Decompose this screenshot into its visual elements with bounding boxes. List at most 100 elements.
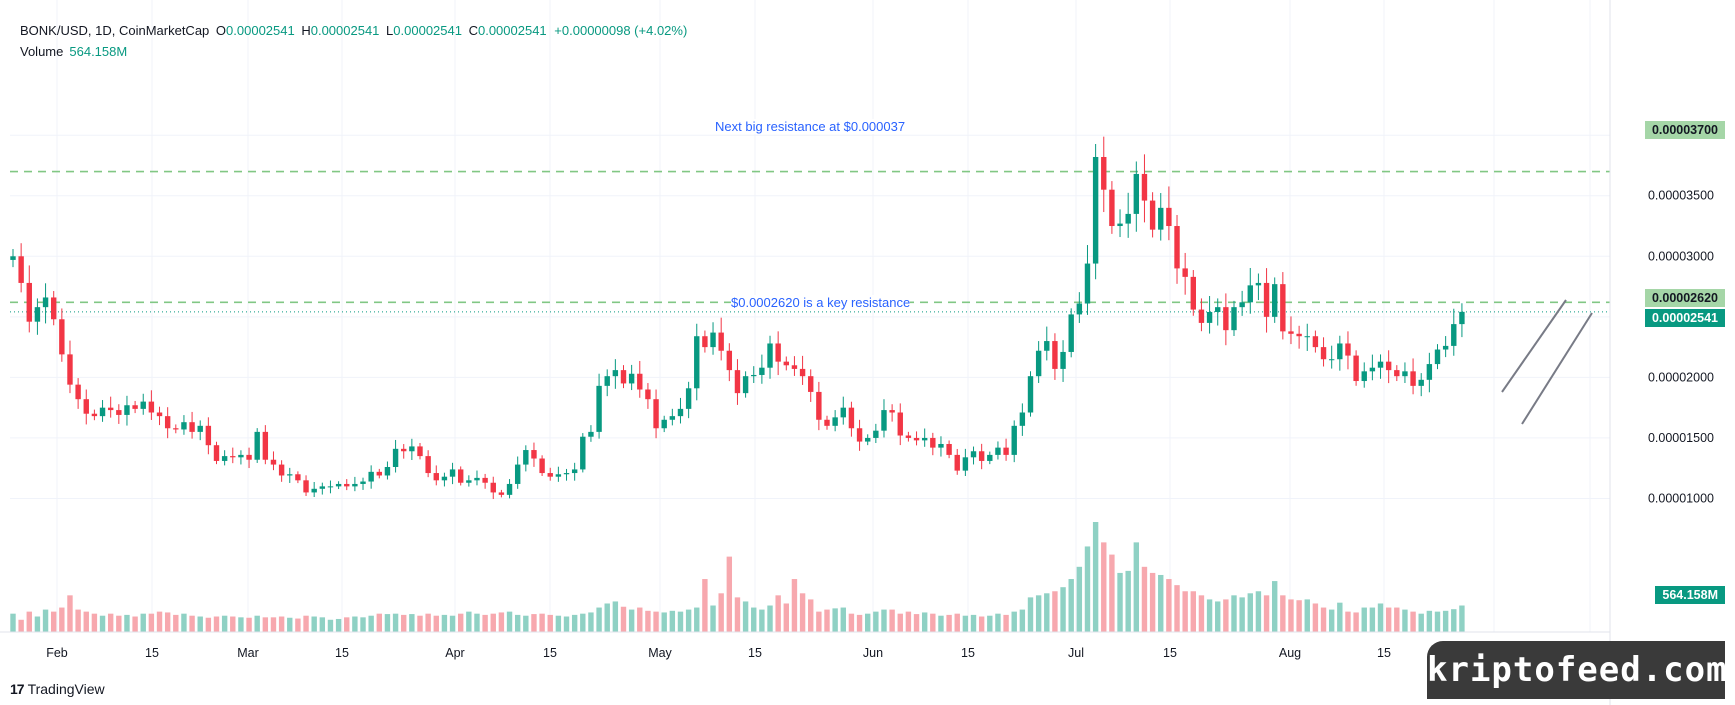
candle-body (1280, 284, 1286, 332)
ascending-channel (1501, 299, 1593, 425)
time-tick-label: Mar (237, 646, 259, 660)
candle-body (808, 376, 814, 392)
volume-row: Volume 564.158M (20, 41, 687, 62)
candle-body (848, 407, 855, 429)
candle-body (1426, 364, 1433, 380)
volume-bar (694, 607, 700, 632)
candle-body (1109, 189, 1115, 227)
volume-bar (409, 614, 415, 632)
candle-body (1377, 361, 1384, 368)
volume-bar (1003, 614, 1009, 632)
volume-bar (759, 609, 765, 632)
candle-body (1068, 314, 1074, 352)
volume-bar (254, 615, 260, 632)
candle-body (1385, 361, 1392, 371)
tradingview-logo-icon: 17 (10, 681, 25, 697)
candle-body (99, 407, 106, 417)
volume-bar (1345, 611, 1351, 632)
volume-bar (164, 612, 171, 632)
ohlc-row: BONK/USD, 1D, CoinMarketCap O0.00002541 … (20, 23, 688, 38)
candle-body (1076, 303, 1083, 315)
volume-bar (840, 607, 846, 632)
volume-bar (401, 614, 407, 632)
symbol-info[interactable]: BONK/USD, 1D, CoinMarketCap (20, 23, 210, 38)
candle-body (140, 401, 146, 409)
volume-bar (376, 613, 382, 632)
volume-bar (1434, 611, 1441, 632)
volume-bar (327, 619, 334, 632)
candle-body (1418, 379, 1424, 386)
volume-bar (482, 614, 488, 632)
volume-label[interactable]: Volume (20, 44, 64, 59)
candle-body (734, 370, 741, 394)
candle-body (181, 422, 187, 430)
candle-body (458, 469, 464, 483)
candle-body (230, 456, 236, 458)
volume-bar (612, 601, 619, 632)
volume-bar (1215, 601, 1221, 632)
candle-body (1442, 345, 1449, 350)
volume-bar (848, 613, 855, 632)
candle-body (628, 373, 635, 384)
volume-bar (189, 615, 195, 632)
candle-body (1060, 351, 1066, 369)
volume-bar (490, 613, 496, 632)
candle-body (213, 445, 220, 461)
candle-body (327, 486, 334, 488)
volume-bar (417, 615, 423, 632)
volume-bar (1402, 609, 1408, 632)
volume-bar (498, 612, 505, 632)
candle-body (1410, 371, 1416, 386)
time-tick-label: May (648, 646, 672, 660)
candle-body (1263, 282, 1270, 317)
volume-bar (311, 616, 317, 632)
candle-body (580, 436, 586, 470)
candle-body (1149, 200, 1156, 230)
candle-body (1320, 347, 1327, 360)
volume-bar (1280, 595, 1286, 632)
annotation-next-resistance[interactable]: Next big resistance at $0.000037 (715, 119, 906, 134)
candle-body (1239, 302, 1245, 308)
volume-bar (767, 605, 773, 632)
time-tick-label: Jul (1068, 646, 1084, 660)
annotation-key-resistance[interactable]: $0.0002620 is a key resistance (731, 295, 911, 310)
volume-bar (783, 603, 789, 632)
candle-body (767, 343, 773, 368)
tradingview-brand[interactable]: 17 TradingView (10, 681, 105, 697)
candle-body (401, 448, 407, 452)
candle-body (1328, 359, 1335, 361)
candle-body (531, 450, 537, 459)
volume-bar (51, 611, 57, 632)
volume-bar (59, 607, 65, 632)
volume-bar (1158, 574, 1164, 632)
volume-bar (808, 599, 814, 632)
volume-bar (1442, 610, 1449, 632)
volume-bar (531, 614, 537, 632)
candle-body (1003, 447, 1009, 455)
volume-bar (653, 611, 659, 632)
candle-body (1337, 343, 1343, 360)
candle-body (1019, 412, 1026, 426)
volume-bar (628, 609, 635, 632)
volume-bar (1223, 599, 1229, 632)
candle-body (897, 412, 903, 436)
volume-bar (547, 614, 553, 632)
candle-body (1231, 307, 1237, 331)
candle-body (539, 458, 545, 474)
candle-body (1206, 311, 1213, 323)
volume-bar (604, 603, 610, 632)
volume-bar (596, 607, 602, 632)
volume-bar (287, 617, 293, 632)
volume-bar (270, 617, 277, 632)
candle-body (1255, 282, 1262, 286)
volume-bar (148, 613, 155, 632)
volume-bar (384, 614, 391, 632)
volume-bar (1011, 611, 1017, 632)
volume-bar (588, 612, 594, 632)
candle-body (91, 413, 98, 417)
high-value: 0.00002541 (310, 23, 380, 38)
volume-bar (335, 618, 342, 632)
volume-bar (856, 614, 863, 632)
candle-body (376, 471, 382, 476)
